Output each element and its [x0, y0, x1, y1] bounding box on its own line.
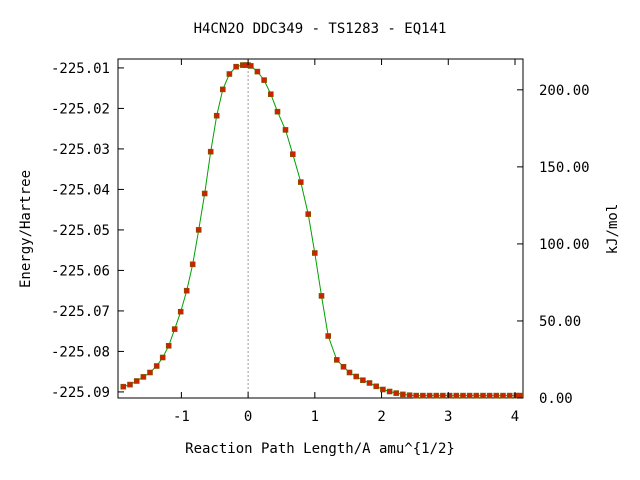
- y-tick-label: -225.08: [51, 344, 110, 360]
- x-tick-label: 3: [444, 409, 452, 425]
- data-point: [426, 392, 433, 399]
- data-point: [506, 392, 513, 399]
- data-point: [446, 392, 453, 399]
- data-point: [318, 293, 325, 299]
- data-point: [133, 378, 140, 384]
- data-point: [305, 211, 312, 217]
- data-point: [153, 363, 160, 369]
- y-tick-label: -225.05: [51, 223, 110, 239]
- data-point: [340, 363, 347, 370]
- data-point: [261, 77, 267, 83]
- data-point: [267, 91, 274, 97]
- data-point: [195, 227, 202, 233]
- data-point: [297, 179, 304, 185]
- data-point: [189, 261, 196, 268]
- data-point: [460, 392, 466, 399]
- data-point: [120, 383, 127, 390]
- data-point: [147, 369, 153, 376]
- data-point: [346, 369, 353, 376]
- y2-axis-label: kJ/mol: [605, 204, 621, 255]
- data-point: [353, 373, 360, 380]
- data-point: [226, 71, 233, 77]
- data-point: [274, 108, 281, 115]
- data-point: [213, 112, 220, 119]
- data-point: [400, 391, 406, 398]
- data-point: [207, 148, 214, 155]
- plot-area-border: [117, 58, 524, 399]
- data-point: [177, 308, 184, 315]
- x-axis-ticks: -1 0 1 2 3 4: [173, 59, 519, 425]
- data-point: [393, 390, 400, 396]
- energy-curve: [123, 64, 521, 397]
- data-point: [127, 381, 133, 388]
- x-tick-label: 0: [244, 409, 252, 425]
- data-point: [248, 63, 254, 69]
- data-point: [453, 392, 460, 399]
- y2-tick-label: 50.00: [539, 314, 581, 330]
- data-point: [517, 392, 524, 399]
- data-point: [159, 354, 166, 361]
- data-point: [183, 287, 190, 294]
- data-point: [380, 386, 386, 393]
- data-point: [433, 392, 440, 399]
- plot-frame: [117, 58, 524, 399]
- x-axis-label: Reaction Path Length/A amu^{1/2}: [185, 441, 455, 457]
- data-point: [311, 250, 318, 256]
- data-point: [493, 392, 500, 399]
- data-point: [165, 342, 172, 349]
- y2-axis-ticks: 0.00 50.00 100.00 150.00 200.00: [517, 83, 590, 407]
- data-point: [254, 68, 261, 75]
- data-point: [466, 392, 473, 399]
- y2-tick-label: 150.00: [539, 160, 590, 176]
- data-point: [413, 392, 420, 399]
- data-point: [220, 86, 226, 93]
- data-point: [360, 377, 366, 384]
- data-point: [420, 392, 426, 399]
- y-tick-label: -225.09: [51, 385, 110, 401]
- y2-tick-label: 100.00: [539, 237, 590, 253]
- y-tick-label: -225.04: [51, 182, 110, 198]
- chart-title: H4CN2O DDC349 - TS1283 - EQ141: [194, 21, 447, 37]
- data-point: [233, 63, 239, 70]
- data-point: [325, 333, 332, 339]
- x-tick-label: 4: [511, 409, 519, 425]
- y-tick-label: -225.07: [51, 304, 110, 320]
- data-point: [486, 392, 493, 399]
- y-axis-label: Energy/Hartree: [18, 170, 34, 288]
- data-point: [373, 383, 380, 390]
- data-point: [140, 374, 147, 380]
- x-tick-label: 2: [377, 409, 385, 425]
- data-point: [366, 380, 373, 386]
- data-point: [386, 388, 393, 395]
- data-point: [406, 392, 413, 399]
- y-tick-label: -225.06: [51, 263, 110, 279]
- y-axis-ticks: -225.01 -225.02 -225.03 -225.04 -225.05 -225.…: [51, 61, 124, 401]
- y-tick-label: -225.03: [51, 142, 110, 158]
- y2-tick-label: 0.00: [539, 391, 573, 407]
- data-point: [171, 326, 178, 332]
- data-point: [440, 392, 446, 399]
- data-point: [500, 392, 506, 399]
- y-tick-label: -225.01: [51, 61, 110, 77]
- x-tick-label: -1: [173, 409, 190, 425]
- data-points: [120, 62, 524, 399]
- x-tick-label: 1: [311, 409, 319, 425]
- y-tick-label: -225.02: [51, 101, 110, 117]
- data-point: [480, 392, 486, 399]
- data-point: [289, 151, 296, 157]
- data-point: [282, 127, 289, 133]
- data-point: [201, 190, 208, 197]
- data-point: [473, 392, 480, 399]
- y2-tick-label: 200.00: [539, 83, 590, 99]
- data-point: [333, 357, 340, 363]
- series-line: [123, 64, 521, 397]
